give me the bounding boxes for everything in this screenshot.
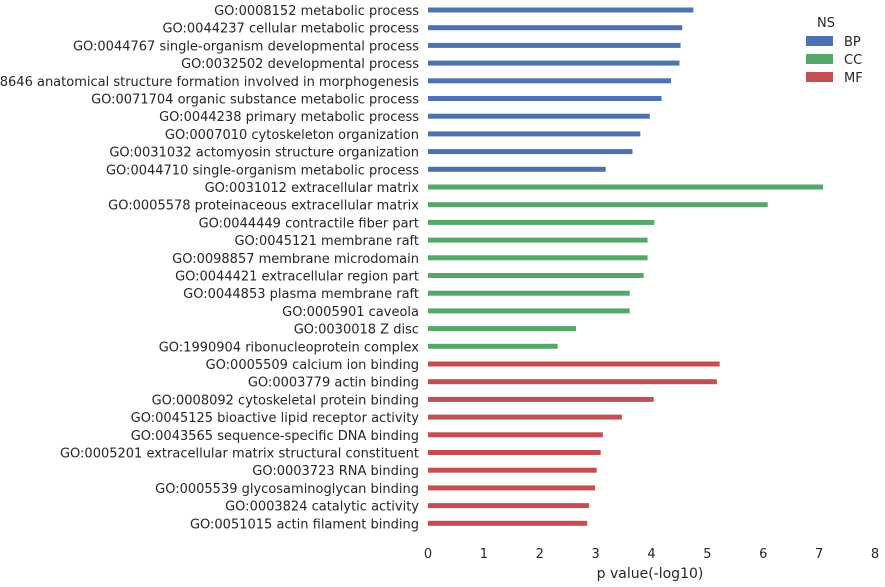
bar-cc bbox=[428, 290, 630, 296]
bar-cc bbox=[428, 255, 648, 261]
bar-mf bbox=[428, 396, 654, 402]
bar-mf bbox=[428, 450, 601, 455]
legend-swatch-mf bbox=[806, 72, 833, 82]
bar-bp bbox=[428, 113, 650, 119]
legend: NS BP CC MF bbox=[806, 16, 863, 86]
bar-cc bbox=[428, 184, 824, 190]
category-label: GO:0007010 cytoskeleton organization bbox=[165, 128, 419, 143]
bar-mf bbox=[428, 379, 717, 385]
category-label: GO:0005539 glycosaminoglycan binding bbox=[155, 482, 419, 497]
bar-mf bbox=[428, 414, 622, 420]
bar-mf bbox=[428, 467, 597, 473]
legend-label-cc: CC bbox=[844, 53, 862, 68]
bar-mf bbox=[428, 485, 596, 491]
legend-swatch-bp bbox=[806, 36, 833, 46]
bar-cc bbox=[428, 219, 655, 225]
bar-bp bbox=[428, 60, 680, 66]
category-label: GO:0044449 contractile fiber part bbox=[199, 216, 419, 231]
bar-mf bbox=[428, 503, 589, 509]
x-tick-label: 6 bbox=[759, 547, 767, 562]
x-tick-label: 1 bbox=[480, 547, 488, 562]
category-label: GO:0044710 single-organism metabolic pro… bbox=[106, 163, 419, 178]
category-label: GO:0045125 bioactive lipid receptor acti… bbox=[131, 411, 420, 426]
category-label: GO:0008092 cytoskeletal protein binding bbox=[152, 393, 419, 408]
bar-mf bbox=[428, 361, 720, 367]
category-label: GO:0048646 anatomical structure formatio… bbox=[0, 75, 419, 90]
x-tick-label: 0 bbox=[424, 547, 432, 562]
category-label: GO:0005901 caveola bbox=[282, 305, 419, 320]
category-label: GO:0031012 extracellular matrix bbox=[205, 181, 420, 196]
bar-bp bbox=[428, 166, 606, 172]
bar-mf bbox=[428, 432, 603, 438]
bars bbox=[428, 7, 824, 526]
category-label: GO:0032502 developmental process bbox=[181, 57, 419, 72]
legend-swatch-cc bbox=[806, 54, 833, 64]
category-label: GO:0071704 organic substance metabolic p… bbox=[91, 93, 419, 108]
category-label: GO:0005201 extracellular matrix structur… bbox=[60, 447, 419, 462]
category-label: GO:1990904 ribonucleoprotein complex bbox=[159, 340, 420, 355]
legend-entries: BP CC MF bbox=[806, 35, 863, 86]
x-tick-label: 2 bbox=[536, 547, 544, 562]
category-label: GO:0031032 actomyosin structure organiza… bbox=[109, 146, 419, 161]
category-label: GO:0043565 sequence-specific DNA binding bbox=[131, 429, 419, 444]
bar-cc bbox=[428, 326, 577, 332]
bar-cc bbox=[428, 202, 768, 208]
category-labels: GO:0008152 metabolic process GO:0044237 c… bbox=[0, 4, 419, 532]
x-tick-label: 7 bbox=[815, 547, 823, 562]
x-axis: 0 1 2 3 4 5 6 7 8 p value(-log10) bbox=[424, 547, 879, 582]
bar-cc bbox=[428, 273, 644, 278]
x-tick-label: 5 bbox=[703, 547, 711, 562]
x-tick-label: 4 bbox=[647, 547, 655, 562]
category-label: GO:0044767 single-organism developmental… bbox=[73, 39, 419, 54]
x-tick-label: 8 bbox=[871, 547, 879, 562]
category-label: GO:0005578 proteinaceous extracellular m… bbox=[108, 199, 419, 214]
bar-bp bbox=[428, 96, 662, 101]
bar-cc bbox=[428, 308, 630, 314]
legend-title: NS bbox=[817, 16, 835, 31]
category-label: GO:0005509 calcium ion binding bbox=[206, 358, 419, 373]
bar-bp bbox=[428, 25, 683, 31]
category-label: GO:0030018 Z disc bbox=[294, 323, 419, 338]
bar-bp bbox=[428, 7, 694, 13]
bar-bp bbox=[428, 149, 633, 155]
bar-cc bbox=[428, 237, 648, 243]
legend-label-bp: BP bbox=[844, 35, 861, 50]
category-label: GO:0003723 RNA binding bbox=[252, 464, 419, 479]
bar-mf bbox=[428, 520, 588, 526]
bar-bp bbox=[428, 131, 641, 137]
legend-label-mf: MF bbox=[844, 71, 863, 86]
bar-cc bbox=[428, 343, 558, 349]
category-label: GO:0051015 actin filament binding bbox=[190, 517, 419, 532]
category-label: GO:0003779 actin binding bbox=[248, 376, 419, 391]
bar-bp bbox=[428, 78, 672, 84]
category-label: GO:0003824 catalytic activity bbox=[225, 500, 419, 515]
category-label: GO:0044237 cellular metabolic process bbox=[162, 22, 419, 37]
category-label: GO:0044421 extracellular region part bbox=[175, 270, 419, 285]
category-label: GO:0044238 primary metabolic process bbox=[159, 110, 419, 125]
category-label: GO:0098857 membrane microdomain bbox=[172, 252, 419, 267]
x-tick-label: 3 bbox=[591, 547, 599, 562]
x-axis-label: p value(-log10) bbox=[597, 566, 704, 582]
category-label: GO:0008152 metabolic process bbox=[214, 4, 419, 19]
category-label: GO:0045121 membrane raft bbox=[234, 234, 419, 249]
category-label: GO:0044853 plasma membrane raft bbox=[183, 287, 419, 302]
bar-bp bbox=[428, 42, 681, 48]
x-tick-labels: 0 1 2 3 4 5 6 7 8 bbox=[424, 547, 879, 562]
